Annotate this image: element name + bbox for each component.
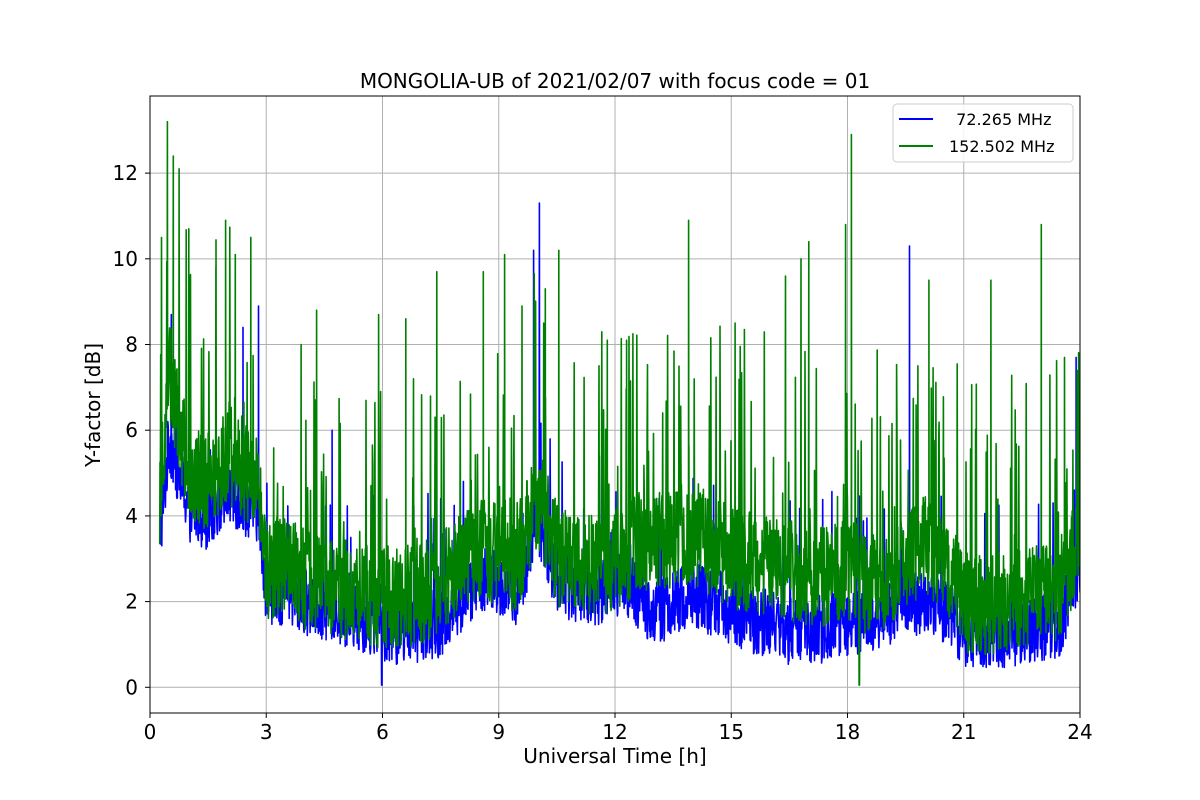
x-tick-label: 9	[492, 720, 505, 744]
legend: 72.265 MHz 152.502 MHz	[892, 103, 1074, 163]
y-tick-label: 6	[125, 418, 138, 442]
x-tick-label: 12	[602, 720, 627, 744]
series-line-152mhz	[158, 120, 1080, 686]
y-tick-label: 0	[125, 675, 138, 699]
plot-area	[158, 120, 1080, 686]
y-axis-label: Y-factor [dB]	[81, 343, 105, 468]
y-tick-label: 8	[125, 333, 138, 357]
legend-box	[892, 103, 1074, 163]
x-tick-label: 21	[951, 720, 976, 744]
x-tick-label: 24	[1067, 720, 1092, 744]
x-tick-label: 6	[376, 720, 389, 744]
chart-title: MONGOLIA-UB of 2021/02/07 with focus cod…	[360, 69, 870, 93]
x-tick-label: 0	[144, 720, 157, 744]
x-tick-label: 3	[260, 720, 273, 744]
x-tick-label: 18	[835, 720, 860, 744]
y-tick-label: 4	[125, 504, 138, 528]
y-tick-label: 10	[113, 247, 138, 271]
y-tick-label: 2	[125, 590, 138, 614]
y-tick-label: 12	[113, 161, 138, 185]
legend-label-72mhz: 72.265 MHz	[946, 110, 1051, 129]
legend-label-152mhz: 152.502 MHz	[949, 137, 1054, 156]
x-tick-label: 15	[719, 720, 744, 744]
x-axis-label: Universal Time [h]	[523, 744, 706, 768]
